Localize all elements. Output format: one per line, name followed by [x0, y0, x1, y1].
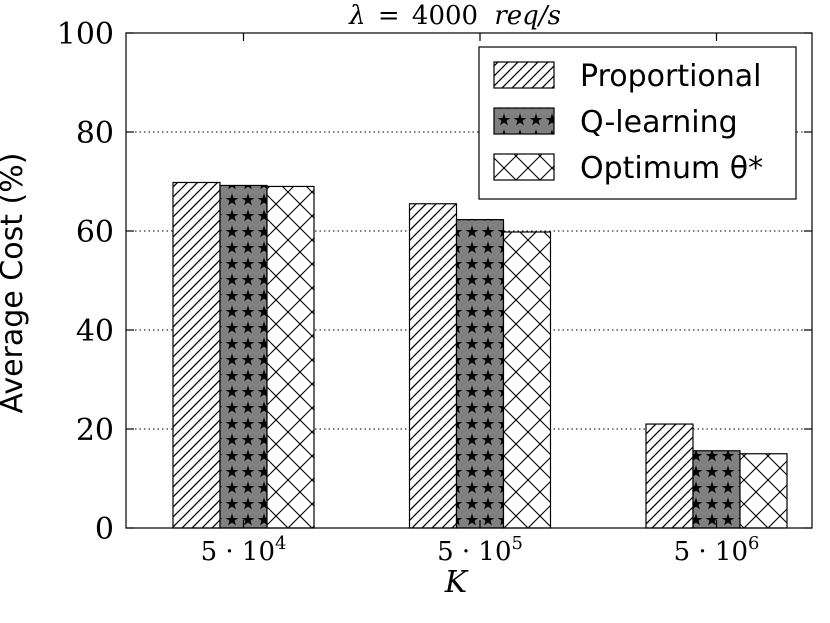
y-axis-ticks: 0 20 40 60 80 100 [57, 17, 812, 547]
y-tick-label: 100 [57, 17, 114, 52]
plot-frame [125, 32, 813, 529]
bar-stars-2 [692, 450, 741, 529]
y-tick-label: 0 [95, 512, 114, 547]
bar-group [172, 181, 788, 529]
y-tick-label: 80 [76, 116, 114, 151]
bar-crosshatch-0 [266, 185, 315, 529]
bar-diagonal-1 [408, 203, 458, 529]
x-tick-label: 5 · 104 [201, 533, 287, 567]
x-tick-label: 5 · 105 [437, 533, 523, 567]
x-tick-label: 5 · 106 [674, 533, 760, 567]
y-tick-label: 20 [76, 413, 114, 448]
y-tick-label: 60 [76, 215, 114, 250]
chart-title: λ = 4000 req/s [348, 1, 561, 31]
legend-swatch-optimum [493, 153, 555, 181]
y-tick-label: 40 [76, 314, 114, 349]
y-axis-label: Average Cost (%) [0, 153, 30, 414]
bar-diagonal-2 [645, 423, 694, 529]
legend-swatch-proportional [493, 61, 555, 89]
x-axis-label: K [444, 565, 469, 600]
bar-diagonal-0 [172, 181, 221, 529]
legend-label-q-learning: Q-learning [580, 105, 738, 140]
legend-swatch-q-learning [493, 107, 555, 135]
bar-stars-1 [455, 219, 505, 529]
bar-crosshatch-2 [739, 453, 788, 529]
bar-crosshatch-1 [502, 231, 552, 529]
legend-label-proportional: Proportional [580, 59, 762, 94]
x-axis-ticks: 5 · 104 5 · 105 5 · 106 [201, 33, 760, 567]
bar-stars-0 [219, 184, 268, 529]
legend: Proportional Q-learning Optimum θ* [478, 46, 797, 200]
legend-label-optimum: Optimum θ* [580, 151, 763, 186]
